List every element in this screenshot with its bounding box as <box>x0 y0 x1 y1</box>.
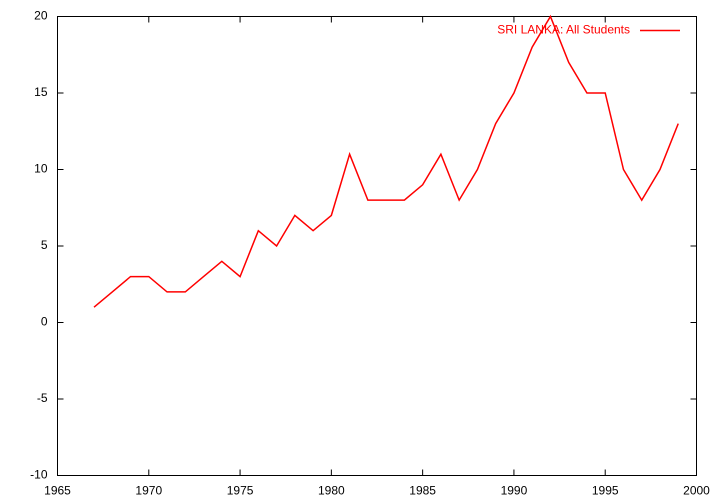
y-tick-label: -10 <box>30 468 48 482</box>
y-tick-label: 15 <box>34 85 48 99</box>
y-tick-label: 10 <box>34 162 48 176</box>
x-tick-label: 2000 <box>683 484 710 498</box>
y-tick-label: -5 <box>37 391 48 405</box>
x-tick-label: 1985 <box>409 484 436 498</box>
series-line <box>93 14 679 308</box>
plot-frame <box>57 16 697 476</box>
x-tick-label: 1965 <box>44 484 71 498</box>
x-tick-label: 1990 <box>501 484 528 498</box>
x-tick-label: 1995 <box>592 484 619 498</box>
x-tick-label: 1975 <box>227 484 254 498</box>
y-tick-label: 20 <box>34 9 48 23</box>
y-tick-label: 5 <box>41 238 48 252</box>
x-tick-label: 1970 <box>135 484 162 498</box>
x-tick-label: 1980 <box>318 484 345 498</box>
legend-label: SRI LANKA: All Students <box>497 23 630 37</box>
y-tick-label: 0 <box>41 315 48 329</box>
